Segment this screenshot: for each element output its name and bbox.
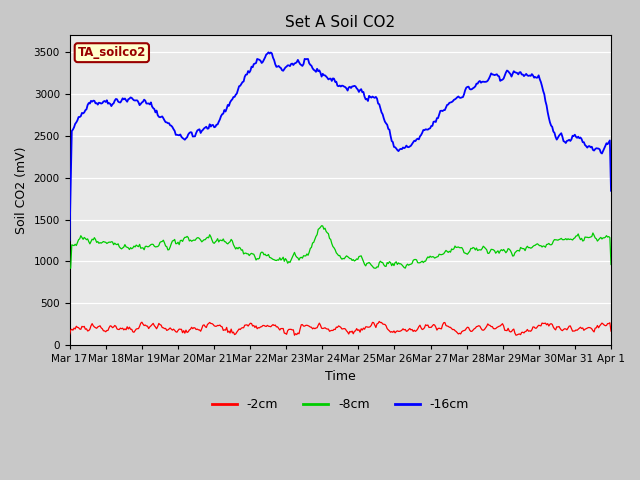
Text: TA_soilco2: TA_soilco2 xyxy=(77,46,146,59)
Legend: -2cm, -8cm, -16cm: -2cm, -8cm, -16cm xyxy=(207,394,474,417)
X-axis label: Time: Time xyxy=(325,370,356,383)
Title: Set A Soil CO2: Set A Soil CO2 xyxy=(285,15,396,30)
Y-axis label: Soil CO2 (mV): Soil CO2 (mV) xyxy=(15,146,28,234)
Bar xyxy=(70,94,611,136)
